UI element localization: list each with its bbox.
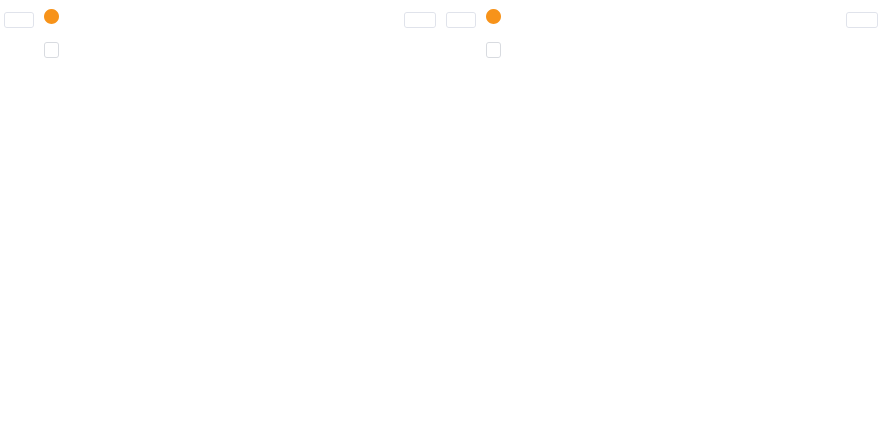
- left-axis-unit-button[interactable]: [446, 12, 476, 28]
- ohlc-values: [486, 26, 511, 37]
- right-axis-unit-button[interactable]: [404, 12, 436, 28]
- left-axis-unit-button[interactable]: [4, 12, 34, 28]
- chart-canvas-2021[interactable]: [442, 0, 884, 444]
- chart-canvas-current[interactable]: [0, 0, 442, 444]
- chart-panel-2021: [442, 0, 884, 444]
- bitcoin-icon: [44, 8, 59, 24]
- chart-legend: [44, 8, 69, 58]
- chart-legend: [486, 8, 511, 58]
- indicator-count-chip[interactable]: [486, 42, 501, 58]
- right-axis-unit-button[interactable]: [846, 12, 878, 28]
- bitcoin-icon: [486, 8, 501, 24]
- ohlc-values: [44, 26, 69, 37]
- chart-panel-current: [0, 0, 442, 444]
- indicator-count-chip[interactable]: [44, 42, 59, 58]
